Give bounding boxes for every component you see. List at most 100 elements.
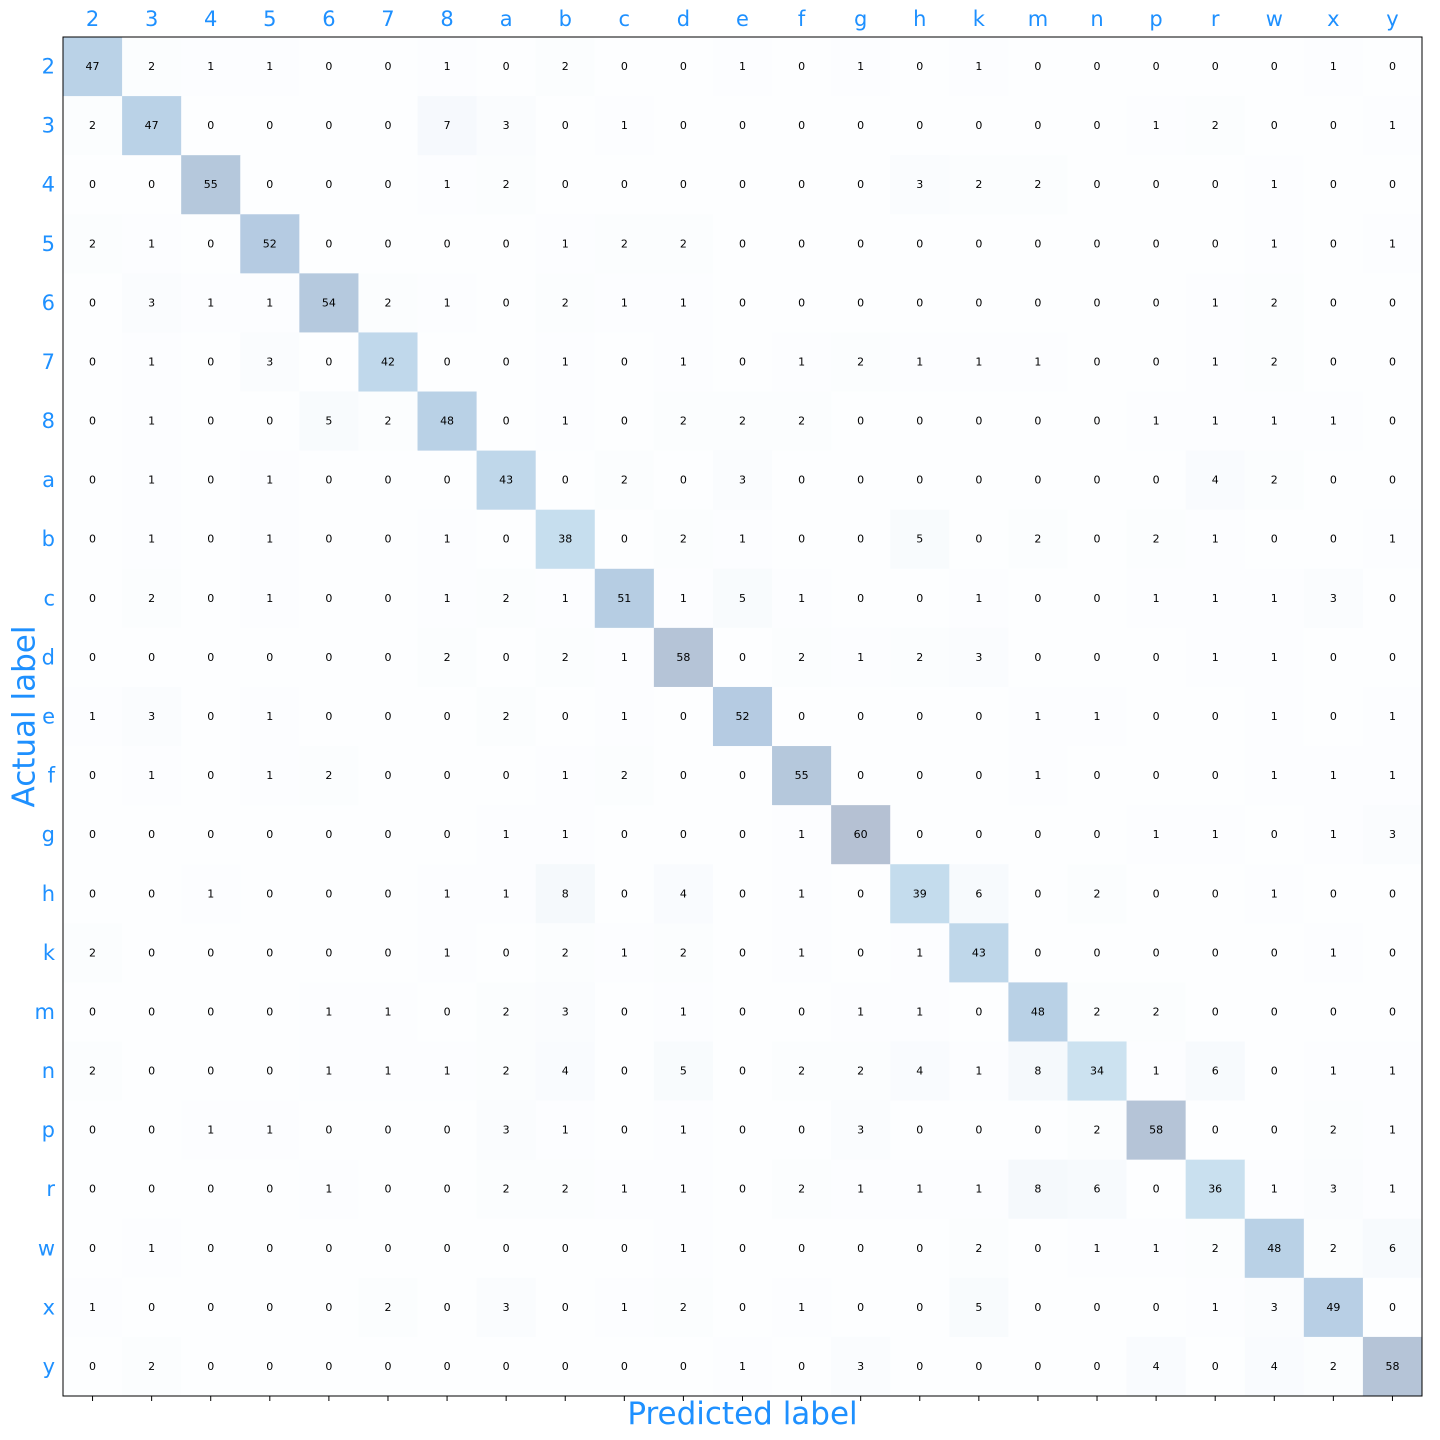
heatmap-cell xyxy=(1008,1100,1068,1161)
heatmap-cell xyxy=(535,1100,596,1161)
heatmap-cell xyxy=(1244,568,1305,629)
heatmap-cell xyxy=(653,1277,714,1338)
cell-value-label: 0 xyxy=(1094,651,1101,664)
heatmap-cell xyxy=(1008,1336,1068,1397)
cell-value-label: 0 xyxy=(148,1065,155,1078)
heatmap-cell xyxy=(653,391,714,452)
heatmap-cell xyxy=(594,1277,655,1338)
cell-value-label: 1 xyxy=(916,1183,923,1196)
heatmap-cell xyxy=(712,805,773,865)
cell-value-label: 0 xyxy=(857,296,864,309)
heatmap-cell xyxy=(594,273,655,333)
heatmap-cell xyxy=(122,1159,182,1220)
heatmap-cell xyxy=(1185,273,1246,333)
cell-value-label: 0 xyxy=(1094,828,1101,841)
heatmap-cell xyxy=(63,1041,123,1102)
cell-value-label: 0 xyxy=(1330,533,1337,546)
cell-value-label: 1 xyxy=(1094,1242,1101,1255)
cell-value-label: 0 xyxy=(1271,60,1278,73)
cell-value-label: 0 xyxy=(916,769,923,782)
heatmap-cell xyxy=(476,391,537,452)
cell-value-label: 2 xyxy=(1094,887,1101,900)
heatmap-cell xyxy=(1126,1159,1187,1220)
cell-value-label: 0 xyxy=(266,178,273,191)
cell-value-label: 0 xyxy=(266,1301,273,1314)
heatmap-cell xyxy=(594,37,655,97)
cell-value-label: 0 xyxy=(1389,592,1396,605)
cell-value-label: 0 xyxy=(975,533,982,546)
heatmap-cell xyxy=(358,509,419,570)
heatmap-cell xyxy=(181,982,241,1042)
heatmap-cell xyxy=(949,391,1009,452)
heatmap-cell xyxy=(1008,805,1068,865)
cell-value-label: 2 xyxy=(680,1301,687,1314)
heatmap-cell xyxy=(1008,864,1068,924)
cell-value-label: 2 xyxy=(621,237,628,250)
cell-value-label: 0 xyxy=(916,415,923,428)
heatmap-cell xyxy=(240,746,300,806)
heatmap-cell xyxy=(476,686,537,747)
heatmap-cell xyxy=(594,686,655,747)
cell-value-label: 0 xyxy=(207,1301,214,1314)
heatmap-cell xyxy=(1362,746,1423,806)
cell-value-label: 1 xyxy=(1271,178,1278,191)
heatmap-cell xyxy=(122,1041,182,1102)
heatmap-cell xyxy=(1126,627,1187,688)
heatmap-cell xyxy=(1362,155,1423,215)
heatmap-cell xyxy=(1362,509,1423,570)
cell-value-label: 0 xyxy=(384,119,391,132)
heatmap-cell xyxy=(831,1100,891,1161)
heatmap-cell xyxy=(476,450,537,511)
heatmap-cell xyxy=(772,391,832,452)
heatmap-cell xyxy=(1244,1218,1305,1279)
cell-value-label: 1 xyxy=(680,355,687,368)
heatmap-cell xyxy=(1185,1159,1246,1220)
heatmap-cell xyxy=(358,864,419,924)
heatmap-cell xyxy=(1008,1159,1068,1220)
cell-value-label: 1 xyxy=(266,769,273,782)
heatmap-cell xyxy=(535,746,596,806)
heatmap-cell xyxy=(1185,1041,1246,1102)
cell-value-label: 52 xyxy=(263,237,277,250)
heatmap-cell xyxy=(890,1159,950,1220)
x-tick-label: b xyxy=(559,7,572,31)
heatmap-cell xyxy=(535,1218,596,1279)
heatmap-cell xyxy=(417,568,478,629)
cell-value-label: 1 xyxy=(975,60,982,73)
x-tick-label: w xyxy=(1266,7,1283,31)
heatmap-cell xyxy=(1185,214,1246,274)
cell-value-label: 8 xyxy=(1034,1065,1041,1078)
heatmap-cell xyxy=(122,805,182,865)
x-tick-label: d xyxy=(677,7,690,31)
heatmap-cell xyxy=(122,450,182,511)
heatmap-cell xyxy=(1303,982,1364,1042)
cell-value-label: 0 xyxy=(680,710,687,723)
heatmap-cell xyxy=(476,509,537,570)
cell-value-label: 0 xyxy=(1330,119,1337,132)
cell-value-label: 0 xyxy=(384,651,391,664)
cell-value-label: 0 xyxy=(148,1183,155,1196)
cell-value-label: 0 xyxy=(621,1242,628,1255)
heatmap-cell xyxy=(181,1159,241,1220)
heatmap-cell xyxy=(1303,746,1364,806)
heatmap-cell xyxy=(1185,627,1246,688)
heatmap-cell xyxy=(63,391,123,452)
cell-value-label: 0 xyxy=(148,946,155,959)
heatmap-cell xyxy=(653,509,714,570)
heatmap-cell xyxy=(831,1218,891,1279)
cell-value-label: 1 xyxy=(798,946,805,959)
heatmap-cell xyxy=(299,214,359,274)
heatmap-cell xyxy=(772,214,832,274)
heatmap-cell xyxy=(772,746,832,806)
cell-value-label: 1 xyxy=(621,296,628,309)
heatmap-cell xyxy=(240,96,300,156)
heatmap-cell xyxy=(181,746,241,806)
heatmap-cell xyxy=(299,1336,359,1397)
cell-value-label: 0 xyxy=(325,828,332,841)
heatmap-cell xyxy=(63,214,123,274)
heatmap-cell xyxy=(949,982,1009,1042)
heatmap-cell xyxy=(476,1336,537,1397)
cell-value-label: 2 xyxy=(89,119,96,132)
heatmap-cell xyxy=(417,982,478,1042)
